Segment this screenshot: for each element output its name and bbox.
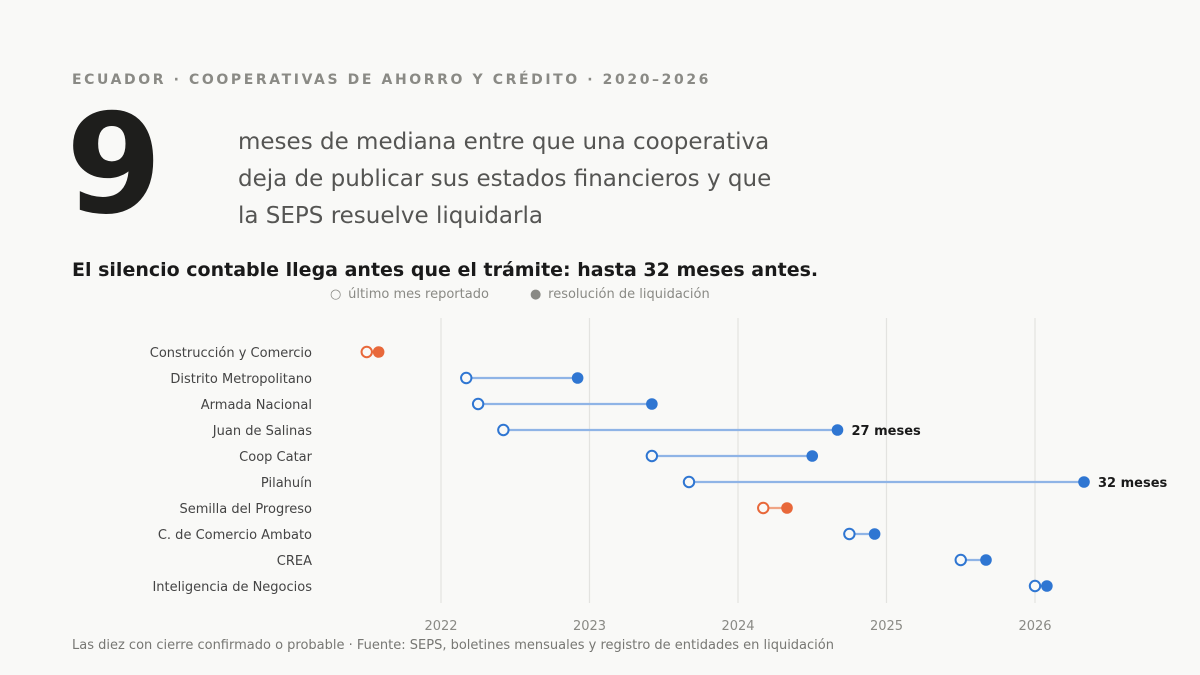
source-note: Las diez con cierre confirmado o probabl… bbox=[72, 638, 834, 653]
x-tick-label: 2022 bbox=[424, 619, 457, 634]
data-label: 27 meses bbox=[851, 424, 921, 439]
filled-circle-icon: ● bbox=[530, 287, 542, 302]
lede-line: meses de mediana entre que una cooperati… bbox=[238, 129, 770, 155]
last-report-point bbox=[471, 397, 485, 411]
row-label: Coop Catar bbox=[239, 450, 312, 465]
last-report-point bbox=[1028, 579, 1042, 593]
resolution-point bbox=[980, 554, 992, 566]
row-label: Pilahuín bbox=[261, 476, 312, 491]
last-report-point bbox=[954, 553, 967, 567]
x-tick-label: 2024 bbox=[721, 619, 754, 634]
last-report-point bbox=[645, 449, 659, 463]
resolution-point bbox=[831, 424, 844, 436]
row-label: Inteligencia de Negocios bbox=[152, 580, 312, 595]
chart-headline: El silencio contable llega antes que el … bbox=[72, 259, 819, 281]
last-report-point bbox=[360, 345, 373, 359]
last-report-point bbox=[497, 423, 510, 437]
last-report-point bbox=[460, 371, 473, 385]
last-report-point bbox=[757, 501, 770, 515]
row-label: C. de Comercio Ambato bbox=[158, 528, 312, 543]
kicker: ECUADOR · COOPERATIVAS DE AHORRO Y CRÉDI… bbox=[72, 72, 711, 88]
resolution-point bbox=[646, 398, 658, 410]
resolution-point bbox=[372, 346, 385, 358]
chart-legend: ○ último mes reportado ● resolución de l… bbox=[0, 287, 1200, 307]
resolution-point bbox=[781, 502, 793, 514]
legend-label-resolution: resolución de liquidación bbox=[548, 287, 710, 302]
resolution-point bbox=[571, 372, 584, 384]
row-label: Juan de Salinas bbox=[212, 424, 312, 439]
row-label: Semilla del Progreso bbox=[179, 502, 312, 517]
legend-label-last-report: último mes reportado bbox=[348, 287, 489, 302]
legend-item-last-report: ○ último mes reportado bbox=[330, 287, 489, 302]
row-label: Construcción y Comercio bbox=[150, 346, 312, 361]
lede-line: deja de publicar sus estados financieros… bbox=[238, 166, 772, 192]
data-label: 32 meses bbox=[1098, 476, 1168, 491]
resolution-point bbox=[868, 528, 881, 540]
last-report-point bbox=[843, 527, 856, 541]
x-tick-label: 2025 bbox=[870, 619, 903, 634]
legend-item-resolution: ● resolución de liquidación bbox=[530, 287, 710, 302]
last-report-point bbox=[682, 475, 696, 489]
big-number: 9 bbox=[66, 84, 163, 245]
open-circle-icon: ○ bbox=[330, 287, 342, 302]
resolution-point bbox=[1078, 476, 1090, 488]
x-tick-label: 2023 bbox=[573, 619, 606, 634]
lede-line: la SEPS resuelve liquidarla bbox=[238, 203, 543, 229]
x-tick-label: 2026 bbox=[1018, 619, 1051, 634]
row-label: CREA bbox=[277, 554, 312, 569]
resolution-point bbox=[1041, 580, 1053, 592]
row-label: Distrito Metropolitano bbox=[170, 372, 312, 387]
row-label: Armada Nacional bbox=[201, 398, 312, 413]
resolution-point bbox=[806, 450, 819, 462]
lede: meses de mediana entre que una cooperati… bbox=[238, 124, 838, 235]
